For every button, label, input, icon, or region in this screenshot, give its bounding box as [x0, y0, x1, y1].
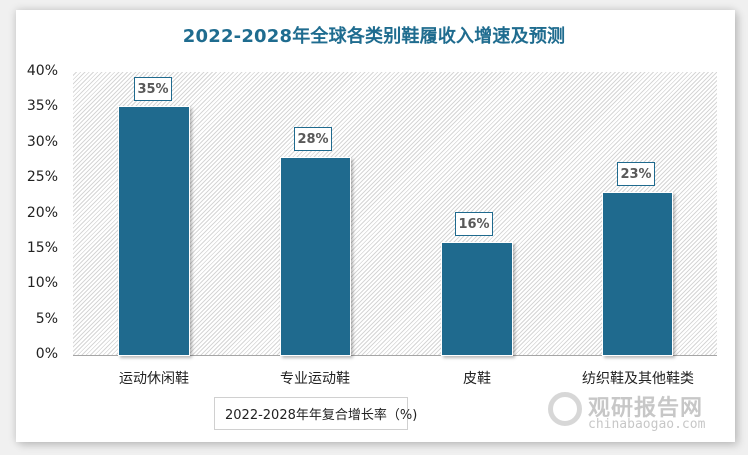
x-label-leather: 皮鞋	[463, 371, 491, 387]
x-label-textile-other: 纺织鞋及其他鞋类	[582, 371, 694, 387]
bar-professional-sports	[280, 157, 351, 356]
watermark: 观研报告网 chinabaogao.com	[548, 390, 728, 435]
y-tick-35: 35%	[26, 98, 58, 114]
data-label-sports-casual: 35%	[134, 77, 172, 101]
y-tick-25: 25%	[26, 169, 58, 185]
legend: 2022-2028年年复合增长率（%)	[214, 397, 417, 430]
y-tick-15: 15%	[26, 240, 58, 256]
x-label-professional-sports: 专业运动鞋	[280, 371, 350, 387]
legend-label: 2022-2028年年复合增长率（%)	[225, 408, 418, 423]
data-label-leather: 16%	[455, 212, 493, 236]
watermark-en: chinabaogao.com	[588, 417, 706, 432]
y-tick-10: 10%	[26, 275, 58, 291]
watermark-logo-icon	[548, 392, 582, 426]
y-tick-5: 5%	[35, 311, 58, 327]
data-label-textile-other: 23%	[617, 162, 655, 186]
bar-leather	[441, 242, 513, 356]
chart-title: 2022-2028年全球各类别鞋履收入增速及预测	[182, 26, 566, 47]
y-tick-30: 30%	[26, 134, 58, 150]
y-tick-40: 40%	[26, 63, 58, 79]
x-label-sports-casual: 运动休闲鞋	[119, 371, 189, 387]
data-label-professional-sports: 28%	[294, 127, 332, 151]
y-tick-0: 0%	[35, 346, 58, 362]
x-axis-line	[73, 355, 717, 356]
bar-sports-casual	[118, 106, 190, 356]
bar-textile-other	[602, 192, 673, 356]
watermark-cn: 观研报告网	[588, 396, 704, 421]
y-tick-20: 20%	[26, 205, 58, 221]
